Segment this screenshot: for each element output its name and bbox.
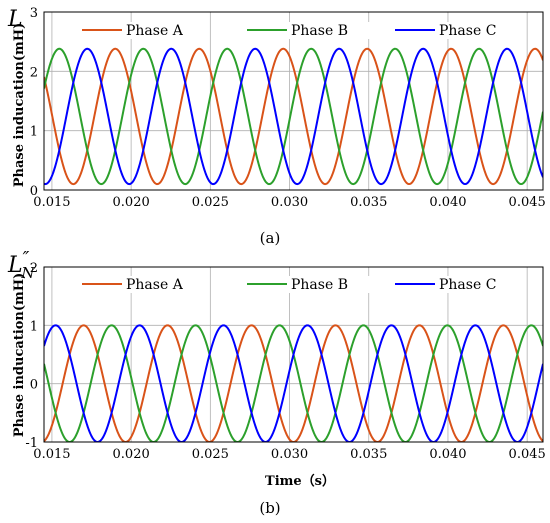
panel-b-legend-bg bbox=[243, 276, 373, 293]
panel-b-caption: (b) bbox=[259, 499, 280, 517]
panel-a-y-tick-label: 0 bbox=[30, 184, 38, 199]
panel-b-series-phase-c-line bbox=[44, 324, 543, 442]
panel-a-symbol: L bbox=[7, 7, 23, 32]
panel-a-axes-frame bbox=[43, 11, 544, 191]
panel-b-legend-label: Phase A bbox=[126, 277, 184, 293]
panel-b-y-tick-label: 0 bbox=[30, 378, 38, 393]
panel-a-y-tick-label: 3 bbox=[30, 6, 38, 21]
panel-b-legend-bg bbox=[78, 276, 208, 293]
panel-a-legend-bg bbox=[78, 22, 208, 39]
panel-a-legend-bg bbox=[391, 22, 521, 39]
panel-b-y-tick-label: 1 bbox=[30, 319, 38, 334]
panel-a-legend-label: Phase A bbox=[126, 23, 184, 39]
panel-a-series-phase-a-line bbox=[44, 47, 543, 186]
panel-b-x-tick-label: 0.025 bbox=[192, 447, 229, 462]
panel-a-x-tick-label: 0.025 bbox=[192, 195, 229, 210]
panel-a-x-tick-label: 0.030 bbox=[271, 195, 308, 210]
panel-a-series-phase-b-line bbox=[44, 47, 543, 186]
panel-b-x-tick-label: 0.030 bbox=[271, 447, 308, 462]
panel-a: L Phase inducation(mH) (a) 0.015 0.020 0.0… bbox=[7, 6, 546, 247]
panel-a-legend-bg bbox=[243, 22, 373, 39]
panel-b-y-tick-label: 2 bbox=[30, 261, 38, 276]
panel-b-legend-bg bbox=[391, 276, 521, 293]
panel-b-x-axis-label: Time（s） bbox=[265, 473, 335, 489]
panel-a-series-phase-c-line bbox=[44, 47, 543, 186]
panel-b-legend-label: Phase C bbox=[439, 277, 496, 293]
panel-a-x-tick-label: 0.045 bbox=[509, 195, 546, 210]
panel-a-x-tick-label: 0.020 bbox=[113, 195, 150, 210]
panel-b-symbol: L″ N bbox=[7, 248, 35, 282]
panel-b: L″ N Phase inducation(mH) Time（s） (b) 0.0… bbox=[7, 248, 546, 517]
panel-b-x-tick-label: 0.045 bbox=[509, 447, 546, 462]
panel-a-caption: (a) bbox=[260, 229, 281, 247]
panel-a-legend-label: Phase C bbox=[439, 23, 496, 39]
panel-b-axes-frame bbox=[43, 266, 544, 443]
panel-b-x-tick-label: 0.035 bbox=[350, 447, 387, 462]
panel-a-x-tick-label: 0.015 bbox=[33, 195, 70, 210]
panel-a-y-tick-label: 1 bbox=[30, 125, 38, 140]
panel-b-x-tick-label: 0.040 bbox=[429, 447, 466, 462]
panel-a-x-tick-label: 0.035 bbox=[350, 195, 387, 210]
panel-b-y-axis-label: Phase inducation(mH) bbox=[12, 273, 27, 437]
panel-b-legend-label: Phase B bbox=[291, 277, 348, 293]
panel-a-y-tick-label: 2 bbox=[30, 65, 38, 80]
panel-b-x-tick-label: 0.015 bbox=[33, 447, 70, 462]
panel-a-y-axis-label: Phase inducation(mH) bbox=[12, 23, 27, 187]
panel-b-x-tick-label: 0.020 bbox=[113, 447, 150, 462]
panel-b-y-tick-label: -1 bbox=[25, 436, 38, 451]
panel-a-x-tick-label: 0.040 bbox=[429, 195, 466, 210]
panel-a-legend-label: Phase B bbox=[291, 23, 348, 39]
